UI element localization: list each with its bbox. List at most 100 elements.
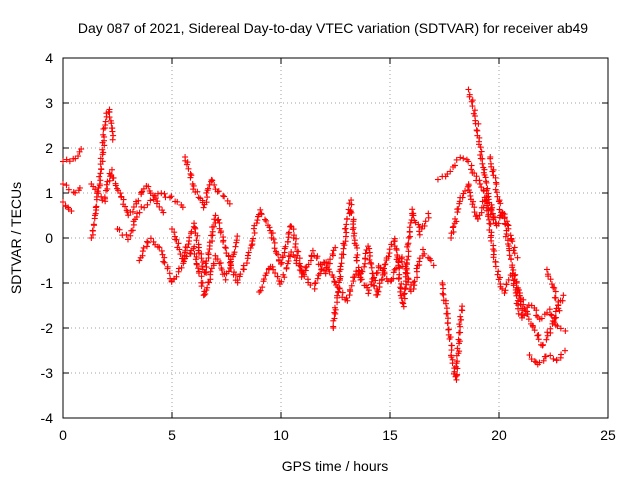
data-point <box>454 358 461 365</box>
data-point <box>248 242 255 249</box>
data-point <box>256 289 263 295</box>
data-point <box>416 231 423 238</box>
data-point <box>331 304 338 311</box>
data-point <box>257 206 264 213</box>
data-point <box>169 226 175 232</box>
data-point <box>368 264 375 271</box>
data-point <box>456 321 463 328</box>
data-point <box>479 160 486 167</box>
data-point <box>317 270 324 277</box>
data-point <box>358 276 365 283</box>
y-tick-label: 3 <box>45 95 53 111</box>
data-point <box>203 189 210 196</box>
data-point <box>552 308 559 315</box>
data-point <box>513 280 520 286</box>
data-point <box>307 257 314 264</box>
data-point <box>164 265 171 272</box>
data-point <box>542 353 549 360</box>
data-point <box>459 303 466 310</box>
data-point <box>156 244 163 251</box>
data-point <box>455 205 462 212</box>
data-point <box>452 215 459 222</box>
data-point <box>60 158 66 165</box>
data-point <box>489 210 496 217</box>
data-point <box>68 208 75 215</box>
data-point <box>60 199 66 205</box>
data-point <box>309 247 316 254</box>
y-tick-label: 4 <box>45 50 53 66</box>
data-point <box>422 218 429 225</box>
data-point <box>217 229 224 236</box>
data-point <box>471 209 478 216</box>
y-axis: -4 -3 -2 -1 0 1 2 3 4 <box>41 50 608 426</box>
data-point <box>477 144 484 151</box>
data-point <box>104 185 111 192</box>
data-point <box>368 260 375 267</box>
data-point <box>194 188 201 195</box>
data-point <box>109 136 116 143</box>
data-point <box>343 295 350 302</box>
data-point <box>471 170 478 177</box>
data-point <box>520 301 527 308</box>
data-point <box>127 232 134 239</box>
data-point <box>400 300 407 307</box>
data-point <box>508 236 515 243</box>
data-point <box>372 277 379 284</box>
data-point <box>284 260 291 267</box>
data-point <box>176 246 183 253</box>
data-point <box>388 241 395 248</box>
data-point <box>483 179 490 186</box>
data-point <box>455 336 462 343</box>
data-point <box>240 262 247 269</box>
data-point <box>194 232 201 239</box>
data-point <box>400 303 407 310</box>
data-point <box>173 236 180 243</box>
data-point <box>159 251 166 258</box>
data-point <box>257 287 264 294</box>
data-point <box>444 320 451 327</box>
data-point <box>473 127 480 134</box>
data-point <box>325 266 332 273</box>
data-point <box>129 208 136 215</box>
data-points <box>60 86 569 383</box>
data-point <box>488 207 495 214</box>
data-point <box>274 273 281 280</box>
data-point <box>405 248 412 255</box>
data-point <box>448 347 455 354</box>
data-point <box>477 152 484 159</box>
x-tick-label: 20 <box>491 427 507 443</box>
data-point <box>66 158 73 165</box>
data-point <box>166 270 173 277</box>
x-axis: 0 5 10 15 20 25 <box>59 58 616 443</box>
data-point <box>90 221 97 228</box>
data-point <box>483 207 490 214</box>
data-point <box>331 278 338 285</box>
data-point <box>154 243 161 250</box>
data-point <box>152 194 159 201</box>
data-point <box>350 232 357 239</box>
data-point <box>453 156 460 163</box>
data-point <box>391 266 398 273</box>
data-point <box>226 200 233 207</box>
y-tick-label: 0 <box>45 230 53 246</box>
data-point <box>106 170 113 177</box>
data-point <box>462 187 469 194</box>
data-point <box>543 266 550 273</box>
data-point <box>209 177 216 184</box>
data-point <box>331 309 338 316</box>
data-point <box>237 271 244 278</box>
data-point <box>509 264 516 271</box>
data-point <box>503 230 510 237</box>
data-point <box>443 305 450 312</box>
data-point <box>507 232 514 239</box>
data-point <box>108 171 115 178</box>
data-point <box>357 276 364 283</box>
data-point <box>93 190 100 197</box>
data-point <box>339 294 346 301</box>
data-point <box>179 204 186 211</box>
data-point <box>285 230 292 237</box>
data-point <box>353 257 360 264</box>
data-point <box>313 255 320 262</box>
data-point <box>534 332 541 339</box>
data-point <box>153 200 160 207</box>
